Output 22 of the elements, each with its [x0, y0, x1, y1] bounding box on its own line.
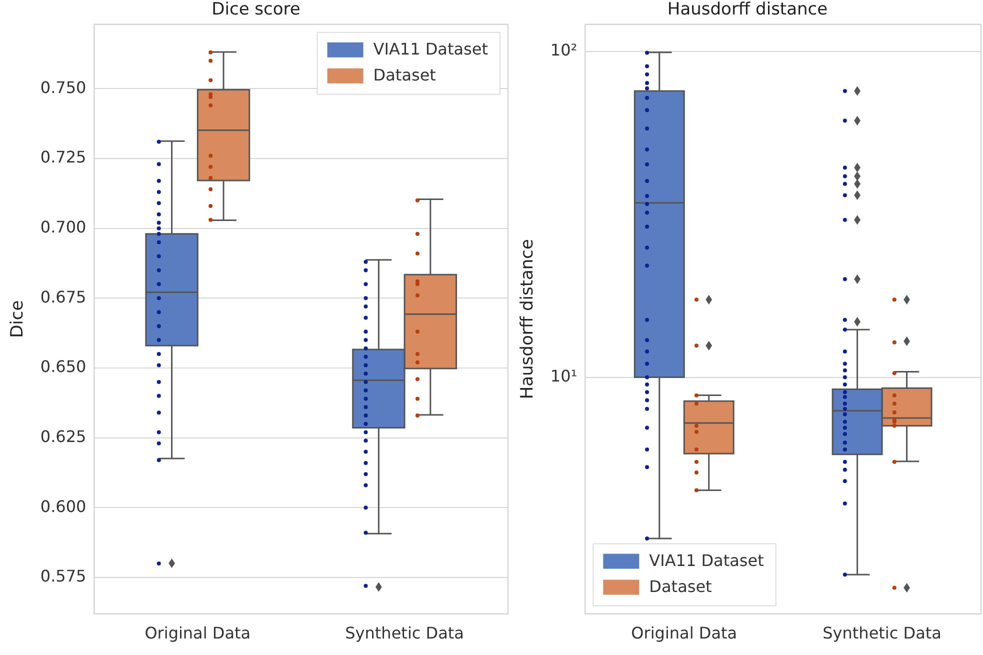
y-tick-label: 0.700 — [40, 217, 86, 236]
y-tick-label: 10¹ — [550, 366, 578, 386]
chart-title: Dice score — [212, 0, 300, 20]
x-tick-label: Synthetic Data — [345, 624, 464, 643]
chart-title: Hausdorff distance — [667, 0, 828, 20]
y-axis-title: Hausdorff distance — [518, 239, 538, 400]
y-tick-label: 0.650 — [40, 357, 86, 376]
y-tick-label: 0.625 — [40, 426, 86, 446]
y-tick-label: 0.750 — [40, 78, 86, 97]
x-tick-label: Original Data — [631, 624, 738, 643]
legend-label: VIA11 Dataset — [649, 550, 764, 570]
legend-label: Dataset — [373, 66, 436, 85]
y-tick-label: 0.575 — [40, 566, 86, 586]
x-tick-label: Synthetic Data — [822, 624, 942, 643]
legend-label: VIA11 Dataset — [373, 40, 488, 59]
y-tick-label: 10² — [550, 40, 578, 60]
y-tick-label: 0.600 — [40, 496, 86, 516]
y-axis-title: Dice — [8, 300, 28, 338]
legend-label: Dataset — [649, 576, 712, 596]
y-tick-label: 0.725 — [40, 148, 86, 167]
y-tick-label: 0.675 — [40, 287, 86, 306]
x-tick-label: Original Data — [144, 624, 251, 643]
